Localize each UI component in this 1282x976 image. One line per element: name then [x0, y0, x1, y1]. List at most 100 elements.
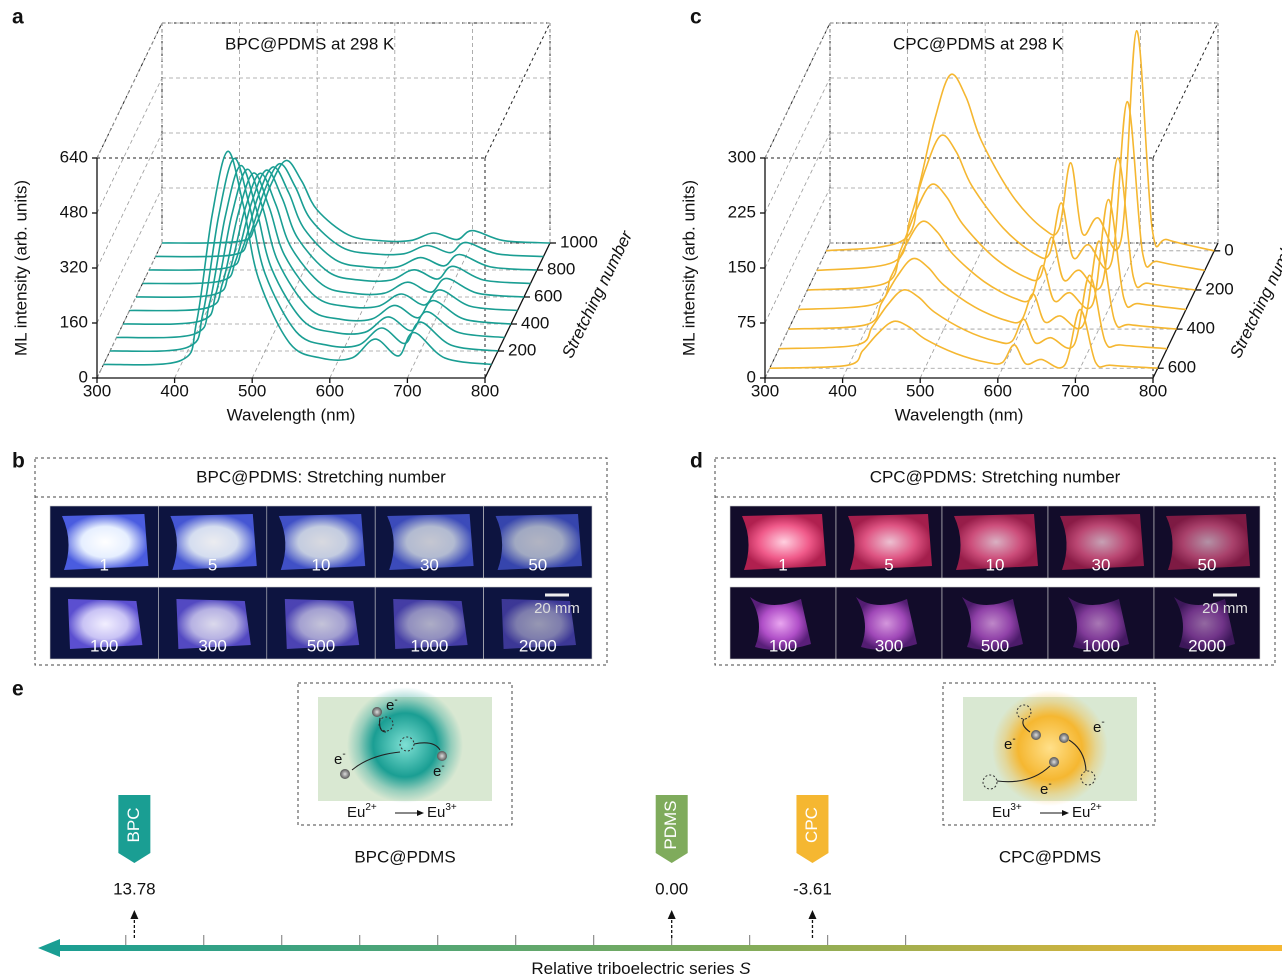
spectrum-line [103, 150, 492, 366]
x-tick-label: 600 [316, 381, 344, 400]
y-tick-label: 480 [60, 202, 88, 221]
transfer-arrow [996, 765, 1051, 783]
series-flag [655, 795, 688, 863]
vacancy [982, 774, 998, 790]
photo-title: CPC@PDMS: Stretching number [870, 467, 1121, 486]
electron-symbol: e [334, 751, 342, 768]
x-tick-label: 800 [471, 381, 499, 400]
panel-label: c [690, 6, 702, 29]
photo-sample [68, 599, 143, 649]
ion-charge: 2+ [365, 802, 377, 813]
electron [1059, 733, 1069, 743]
spectrum-line [116, 164, 505, 339]
y-tick-label: 0 [747, 367, 756, 386]
z-tick-label: 400 [1187, 319, 1215, 338]
scale-bar-label: 20 mm [534, 600, 580, 617]
electron [372, 707, 382, 717]
pointer-head [808, 910, 817, 919]
electron-label: e- [1040, 779, 1052, 798]
ion: Eu [992, 804, 1010, 821]
grid-line [96, 242, 163, 379]
photo-sample [1060, 514, 1144, 570]
reaction: Eu3+ [427, 802, 457, 821]
spectrum-line [155, 162, 544, 258]
electron-label: e- [433, 761, 445, 780]
series-flag [796, 795, 829, 863]
inset-caption: CPC@PDMS [999, 847, 1101, 866]
x-axis-label: Wavelength (nm) [895, 405, 1024, 424]
photo-label: 10 [986, 555, 1005, 574]
electron-label: e- [1004, 734, 1016, 753]
grid-line [251, 242, 318, 379]
z-tick-label: 600 [1168, 358, 1196, 377]
electron-label: e- [1093, 717, 1105, 736]
grid-line [407, 242, 473, 379]
grid-line [174, 242, 240, 379]
flag-label: BPC [124, 808, 143, 843]
spectrum-line [788, 240, 1177, 330]
photo-label: 500 [981, 636, 1009, 655]
grid-line [842, 242, 908, 379]
x-axis-label: Wavelength (nm) [227, 405, 356, 424]
ion: Eu [427, 804, 445, 821]
electron-symbol: e [433, 763, 441, 780]
electron [340, 769, 350, 779]
spectrum-line [109, 157, 499, 353]
grid-line [96, 22, 163, 159]
photo-label: 100 [769, 636, 797, 655]
photo-label: 100 [90, 636, 118, 655]
grid-line [96, 77, 163, 214]
spectrum-line [161, 159, 551, 244]
vacancy [1080, 770, 1096, 786]
panel-label: d [690, 450, 703, 473]
y-tick-label: 320 [60, 257, 88, 276]
photo-sample [1174, 597, 1235, 650]
photo-label: 10 [312, 555, 331, 574]
grid-line [764, 242, 831, 379]
photo-sample [170, 514, 257, 570]
photo-label: 300 [875, 636, 903, 655]
photo-sample [284, 599, 360, 649]
reaction: Eu2+ [347, 802, 377, 821]
electron-symbol: e [1040, 781, 1048, 798]
spectrum-line [779, 274, 1168, 350]
chart-title: CPC@PDMS at 298 K [893, 34, 1064, 53]
photo-sample [856, 597, 917, 650]
reaction: Eu3+ [992, 802, 1022, 821]
ion: Eu [1072, 804, 1090, 821]
y-tick-label: 225 [728, 202, 756, 221]
photo-label: 1000 [1082, 636, 1120, 655]
y-tick-label: 300 [728, 147, 756, 166]
spectrum-line [807, 157, 1196, 291]
photo-label: 1000 [410, 636, 448, 655]
photo-sample [1068, 597, 1129, 650]
electron-charge: - [1048, 779, 1051, 790]
flag-label: PDMS [661, 800, 680, 849]
z-tick-label: 200 [1205, 279, 1233, 298]
inset-frame [297, 682, 513, 826]
y-tick-label: 0 [79, 367, 88, 386]
pointer-head [667, 910, 676, 919]
photo-sample [501, 599, 576, 649]
photo-sample [750, 597, 811, 650]
transfer-arrow [1022, 718, 1031, 733]
spectrum-line [816, 100, 1205, 272]
y-tick-label: 160 [60, 312, 88, 331]
electron-charge: - [1101, 717, 1104, 728]
photo-label: 50 [1198, 555, 1217, 574]
axis-line [1152, 242, 1219, 379]
photo-label: 2000 [519, 636, 557, 655]
chart-title: BPC@PDMS at 298 K [225, 34, 395, 53]
panel-label: b [12, 450, 25, 473]
electron-label: e- [334, 749, 346, 768]
scale-bar-label: 20 mm [1202, 600, 1248, 617]
grid-line [96, 187, 163, 324]
value-label: 13.78 [113, 879, 156, 898]
electron-charge: - [441, 761, 444, 772]
particle [347, 687, 463, 803]
photo-label: 1 [778, 555, 787, 574]
grid-line [96, 132, 163, 269]
series-axis-label: Relative triboelectric series S [531, 959, 751, 976]
grid-line [1075, 242, 1141, 379]
